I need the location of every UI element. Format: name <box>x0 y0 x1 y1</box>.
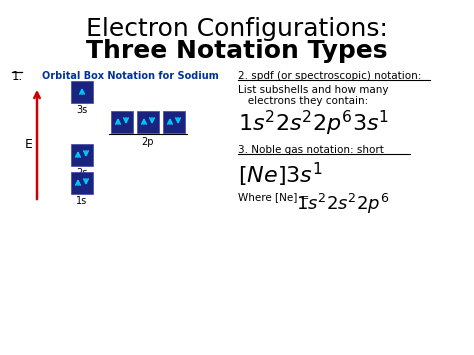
Text: $[Ne]3s^{1}$: $[Ne]3s^{1}$ <box>238 161 323 189</box>
Text: Where [Ne] =: Where [Ne] = <box>238 192 313 202</box>
Text: Three Notation Types: Three Notation Types <box>86 39 388 63</box>
Bar <box>111 111 133 133</box>
Text: $1s^{2}2s^{2}2p^{6}$: $1s^{2}2s^{2}2p^{6}$ <box>296 192 389 216</box>
Bar <box>71 172 93 194</box>
Text: 2s: 2s <box>76 168 88 178</box>
Text: 3. Noble gas notation: short: 3. Noble gas notation: short <box>238 145 384 155</box>
Bar <box>163 111 185 133</box>
Bar <box>71 81 93 103</box>
Text: Orbital Box Notation for Sodium: Orbital Box Notation for Sodium <box>42 71 219 81</box>
Text: 1.: 1. <box>12 70 23 83</box>
Bar <box>71 144 93 166</box>
Text: 3s: 3s <box>76 105 88 115</box>
Text: 1s: 1s <box>76 196 88 206</box>
Text: 2p: 2p <box>142 137 154 147</box>
Text: 2. spdf (or spectroscopic) notation:: 2. spdf (or spectroscopic) notation: <box>238 71 421 81</box>
Text: E: E <box>25 138 33 152</box>
Text: Electron Configurations:: Electron Configurations: <box>86 17 388 41</box>
Bar <box>137 111 159 133</box>
Text: List subshells and how many: List subshells and how many <box>238 85 389 95</box>
Text: electrons they contain:: electrons they contain: <box>238 96 368 106</box>
Text: $1s^{2}2s^{2}2p^{6}3s^{1}$: $1s^{2}2s^{2}2p^{6}3s^{1}$ <box>238 109 389 138</box>
